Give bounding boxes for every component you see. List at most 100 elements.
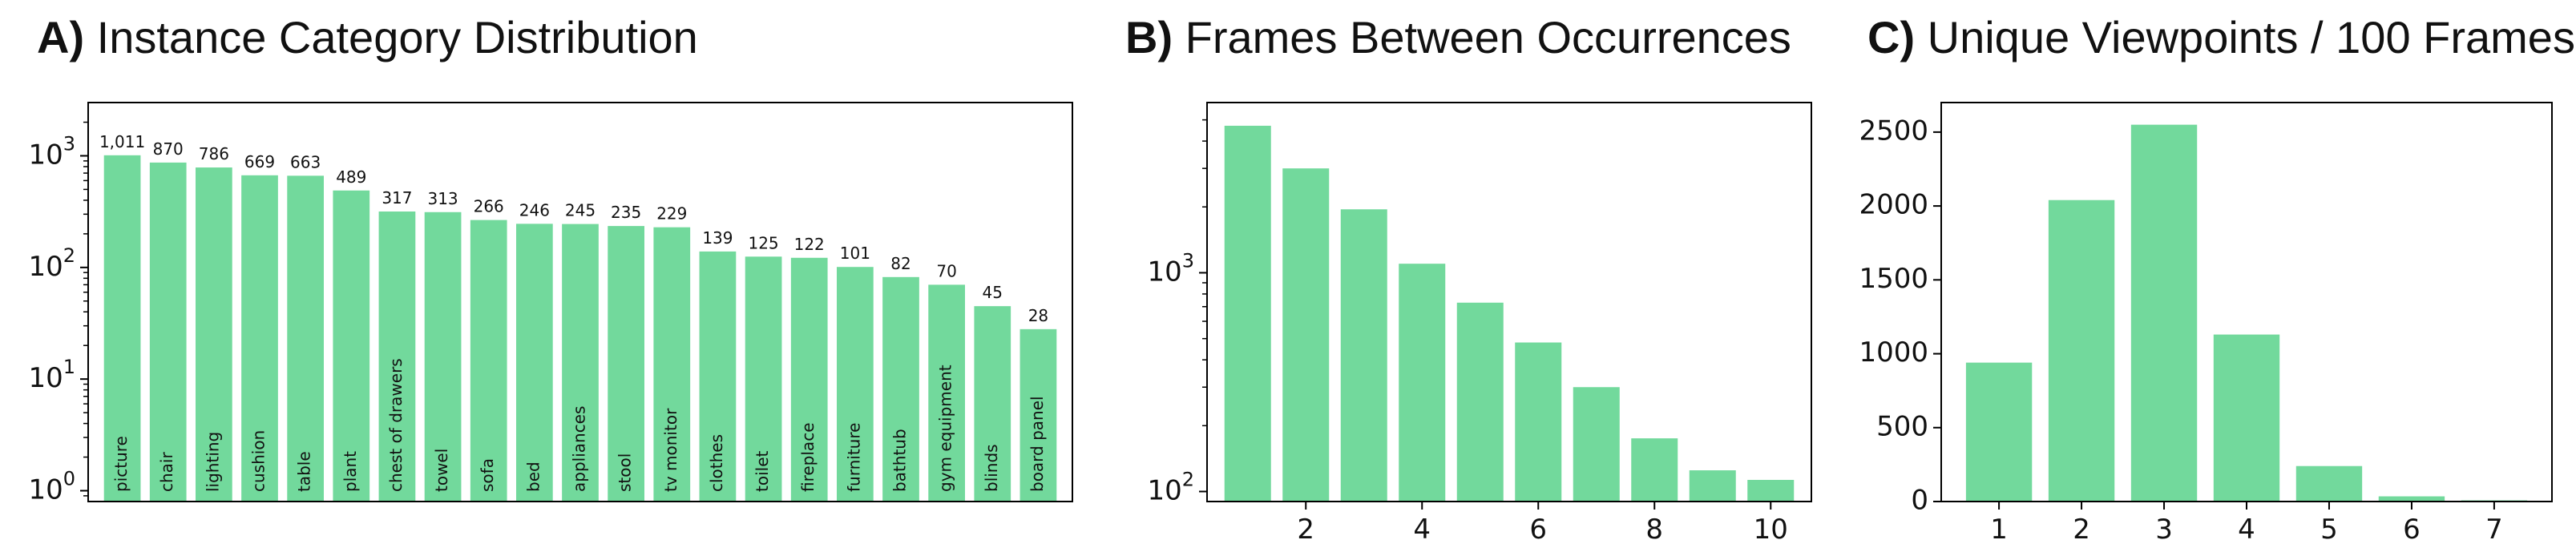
x-tick-label: 6 [2403,514,2421,546]
panel-b-title-text: Frames Between Occurrences [1185,12,1791,62]
bar-towel [424,212,462,502]
data-label: 101 [840,244,870,263]
category-label: bathtub [890,429,910,492]
bar-3 [2130,124,2198,502]
bar-7 [1573,387,1620,502]
x-tick-label: 6 [1529,514,1547,546]
bar-bed [516,224,553,502]
data-label: 669 [244,152,275,171]
x-tick-label: 7 [2485,514,2503,546]
bar-tv-monitor [653,227,691,502]
data-label: 317 [382,188,412,207]
chart-a: 1,011 picture 870 chair 786 lighting 669 cushio… [28,102,1073,506]
data-label: 235 [611,203,641,222]
bar-plant [333,190,370,502]
y-tick-label: 1500 [1859,263,1928,295]
panel-b-letter: B) [1125,12,1173,62]
bar-9 [1689,470,1736,502]
data-label: 870 [153,139,184,159]
x-tick-label: 5 [2320,514,2338,546]
data-label: 45 [983,283,1003,302]
y-tick-label: 0 [1911,485,1928,517]
bar-clothes [699,251,737,502]
data-label: 28 [1028,306,1048,325]
category-label: gym equipment [936,365,955,492]
data-label: 786 [199,144,229,163]
category-label: blinds [982,444,1001,492]
bar-fireplace [790,257,828,502]
y-tick-label: 500 [1876,410,1928,442]
category-label: fireplace [798,423,818,493]
bar-5 [2295,465,2363,502]
bar-3 [1340,209,1387,502]
bar-chair [149,162,187,502]
category-label: toilet [753,451,772,492]
bar-sofa [470,220,507,502]
x-tick-label: 10 [1754,514,1788,546]
bar-cushion [241,175,278,502]
bar-chest-of-drawers [378,212,416,502]
bar-2 [2048,199,2115,502]
data-label: 82 [890,254,910,273]
chart-c: 0 500 1000 1500 2000 2500 1 2 3 4 5 6 7 [1859,102,2553,546]
y-tick-label: 100 [28,467,75,506]
panel-a: A) Instance Category Distribution 1,011 p… [0,0,1106,556]
category-label: clothes [707,434,726,492]
bar-toilet [745,256,782,502]
category-label: appliances [570,406,589,492]
bar-4 [2213,334,2280,502]
category-label: picture [111,436,131,492]
x-tick-label: 4 [1413,514,1431,546]
data-label: 266 [474,197,504,216]
data-label: 313 [427,189,458,208]
y-tick-label: 1000 [1859,336,1928,369]
bar-appliances [562,224,599,502]
category-label: lighting [203,432,222,492]
category-label: towel [432,449,451,492]
x-tick-label: 2 [1297,514,1314,546]
category-label: stool [616,453,635,492]
x-tick-label: 2 [2073,514,2090,546]
panel-c-title-text: Unique Viewpoints / 100 Frames [1927,12,2575,62]
category-label: board panel [1028,396,1047,492]
data-label: 229 [656,204,687,224]
bar-table [287,175,324,502]
category-label: chair [157,452,176,492]
x-tick-label: 1 [1990,514,2008,546]
bar-gym-equipment [928,284,965,502]
category-label: chest of drawers [386,358,406,492]
panel-a-letter: A) [37,12,85,62]
bar-6 [1515,342,1562,502]
bar-bathtub [882,276,919,502]
bar-furniture [837,267,874,502]
plot-frame [87,102,1073,502]
data-label: 663 [290,152,321,171]
y-tick-label: 102 [1147,469,1194,507]
x-tick-label: 8 [1645,514,1663,546]
category-label: furniture [844,423,863,492]
bar-board-panel [1019,328,1057,502]
panel-a-title-text: Instance Category Distribution [96,12,698,62]
y-tick-label: 102 [28,244,75,283]
category-label: tv monitor [661,408,680,492]
data-label: 489 [336,167,366,187]
panel-c: C) Unique Viewpoints / 100 Frames 0 500 10… [1827,0,2576,556]
bar-1 [1965,362,2033,502]
panel-b: B) Frames Between Occurrences 102 103 2 4 6 8… [1106,0,1827,556]
plot-frame [1206,102,1812,502]
bar-4 [1399,264,1446,502]
data-label: 245 [565,201,596,220]
y-tick-label: 103 [28,132,75,171]
category-label: plant [341,451,360,492]
data-label: 70 [936,261,956,280]
data-label: 1,011 [99,132,145,151]
data-label: 125 [748,233,778,252]
y-tick-label: 2000 [1859,189,1928,221]
bar-6 [2378,496,2445,502]
data-label: 139 [702,228,733,248]
panel-a-title: A) Instance Category Distribution [37,11,698,63]
data-label: 246 [519,200,550,220]
bar-5 [1456,302,1504,502]
bar-picture [103,155,141,502]
category-label: cushion [249,430,269,492]
